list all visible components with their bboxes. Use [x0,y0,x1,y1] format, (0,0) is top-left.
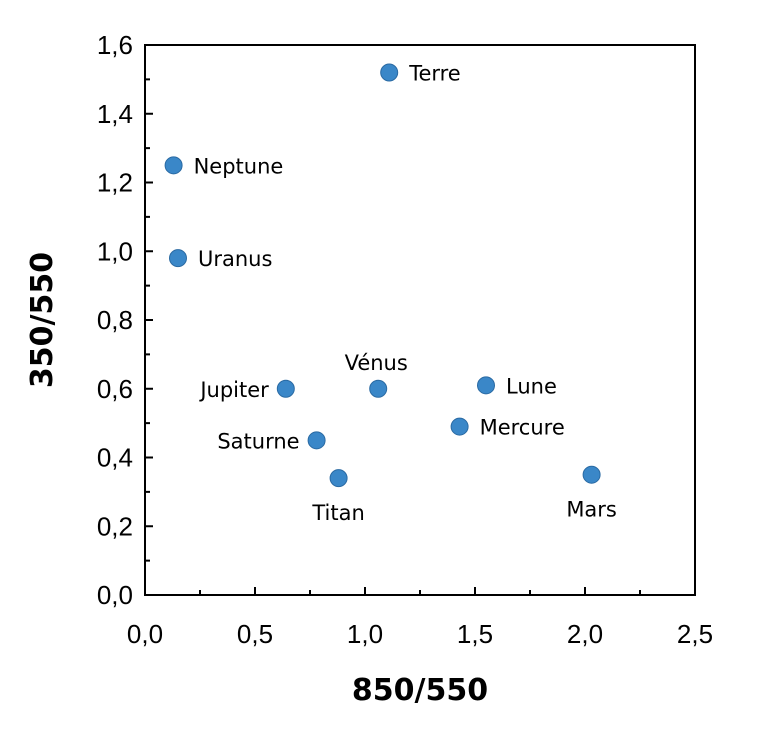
y-tick-label: 1,6 [97,30,133,60]
data-point-label: Uranus [198,247,272,271]
data-point-label: Jupiter [198,378,269,402]
data-point-label: Mercure [480,416,565,440]
data-point [276,379,295,398]
y-tick-label: 0,4 [97,443,133,473]
data-point [329,469,348,488]
y-tick-label: 1,2 [97,168,133,198]
data-point [380,63,399,82]
x-tick-label: 2,5 [677,619,713,649]
data-point [369,379,388,398]
x-tick-label: 0,5 [237,619,273,649]
y-tick-label: 1,4 [97,99,133,129]
y-tick-label: 0,2 [97,511,133,541]
data-point-label: Mars [566,498,617,522]
data-point-label: Lune [506,374,557,398]
data-point [307,431,326,450]
data-points: Terre Neptune Uranus Jupiter Vénus Lune Saturn… [164,62,617,525]
data-point-label: Saturne [217,429,299,453]
data-point-label: Terre [408,62,461,86]
y-axis-title: 350/550 [25,252,60,388]
x-tick-label: 0,0 [127,619,163,649]
y-tick-label: 1,0 [97,236,133,266]
x-tick-label: 1,0 [347,619,383,649]
data-point [450,417,469,436]
x-axis-title: 850/550 [352,673,488,708]
data-point [169,249,187,268]
y-axis: 0,0 0,2 0,4 0,6 0,8 1,0 1,2 1,4 1,6 [97,30,153,610]
data-point-label: Titan [311,501,364,525]
y-tick-label: 0,0 [97,580,133,610]
x-tick-label: 2,0 [567,619,603,649]
y-tick-label: 0,6 [97,374,133,404]
data-point [477,376,495,395]
data-point [164,156,183,175]
x-axis: 0,0 0,5 1,0 1,5 2,0 2,5 [127,587,713,649]
y-tick-label: 0,8 [97,305,133,335]
data-point [582,465,601,484]
x-tick-label: 1,5 [457,619,493,649]
data-point-label: Neptune [194,154,284,178]
data-point-label: Vénus [345,351,408,375]
